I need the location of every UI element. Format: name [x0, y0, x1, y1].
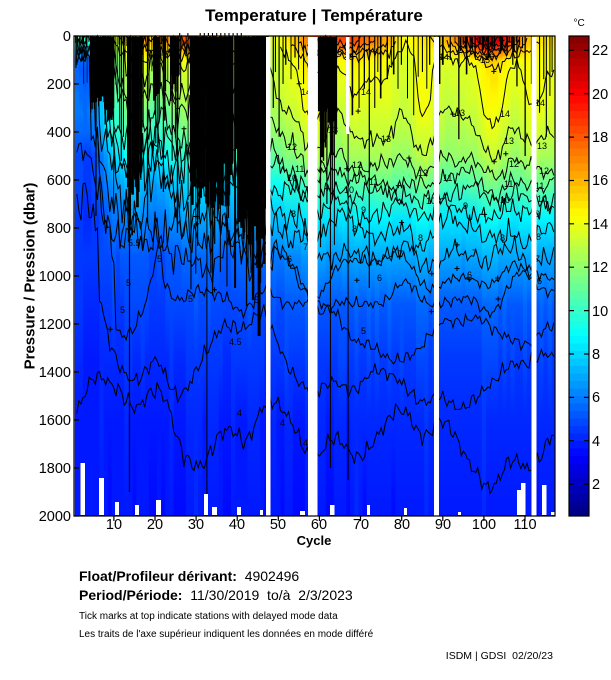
- svg-text:ISDM | GDSI 02/20/23: ISDM | GDSI 02/20/23: [446, 650, 553, 662]
- svg-text:4: 4: [303, 438, 308, 448]
- svg-text:1200: 1200: [39, 317, 71, 333]
- svg-text:5: 5: [188, 294, 193, 304]
- svg-text:Float/Profileur dérivant: 490: Float/Profileur dérivant: 4902496: [79, 568, 299, 584]
- svg-text:9: 9: [361, 205, 366, 215]
- svg-text:60: 60: [311, 517, 327, 533]
- svg-text:5: 5: [157, 254, 162, 264]
- svg-text:5: 5: [254, 295, 259, 305]
- svg-text:1800: 1800: [39, 461, 71, 477]
- svg-text:14: 14: [592, 217, 608, 233]
- svg-text:6: 6: [467, 270, 472, 280]
- svg-text:1400: 1400: [39, 365, 71, 381]
- svg-text:12: 12: [352, 160, 362, 170]
- svg-text:14: 14: [439, 52, 449, 62]
- svg-text:10: 10: [287, 173, 297, 183]
- svg-text:5: 5: [126, 278, 131, 288]
- svg-text:13: 13: [381, 134, 391, 144]
- svg-text:8: 8: [352, 224, 357, 234]
- svg-text:10: 10: [592, 304, 608, 320]
- svg-text:7: 7: [303, 242, 308, 252]
- svg-text:10: 10: [500, 195, 510, 205]
- svg-text:Temperature | Température: Temperature | Température: [205, 6, 423, 25]
- svg-text:9: 9: [463, 201, 468, 211]
- svg-text:7: 7: [535, 254, 540, 264]
- svg-text:12: 12: [287, 142, 297, 152]
- svg-text:14: 14: [535, 98, 545, 108]
- svg-text:0: 0: [63, 29, 71, 45]
- svg-text:10: 10: [106, 517, 122, 533]
- svg-text:14: 14: [301, 87, 311, 97]
- svg-text:6: 6: [537, 276, 542, 286]
- svg-text:Tick marks at top indicate sta: Tick marks at top indicate stations with…: [79, 611, 338, 622]
- svg-text:110: 110: [513, 517, 536, 533]
- svg-text:12: 12: [539, 166, 549, 176]
- svg-text:14: 14: [500, 109, 510, 119]
- svg-text:80: 80: [394, 517, 410, 533]
- svg-text:1600: 1600: [39, 413, 71, 429]
- svg-text:16: 16: [332, 47, 342, 57]
- svg-text:7: 7: [472, 248, 477, 258]
- svg-text:1000: 1000: [39, 269, 71, 285]
- svg-text:100: 100: [472, 517, 496, 533]
- svg-text:90: 90: [435, 517, 451, 533]
- svg-text:8: 8: [418, 233, 423, 243]
- svg-text:11: 11: [504, 179, 513, 189]
- svg-text:600: 600: [47, 173, 71, 189]
- svg-text:8: 8: [500, 233, 505, 243]
- svg-text:6: 6: [592, 390, 600, 406]
- svg-text:13: 13: [328, 125, 338, 135]
- svg-text:Les traits de l'axe supérieur: Les traits de l'axe supérieur indiquent …: [79, 629, 374, 640]
- svg-text:4: 4: [280, 418, 285, 428]
- svg-text:200: 200: [47, 77, 71, 93]
- svg-text:4: 4: [237, 408, 242, 418]
- svg-text:7: 7: [398, 249, 403, 259]
- svg-text:10: 10: [537, 194, 547, 204]
- svg-text:40: 40: [229, 517, 245, 533]
- svg-text:13: 13: [455, 108, 465, 118]
- svg-text:70: 70: [353, 517, 369, 533]
- svg-text:°C: °C: [574, 18, 585, 29]
- svg-text:10: 10: [426, 196, 436, 206]
- svg-text:2: 2: [592, 477, 600, 493]
- svg-text:11: 11: [443, 173, 452, 183]
- svg-text:Period/Période: 11/30/2019 t: Period/Période: 11/30/2019 to/à 2/3/2023: [79, 587, 353, 603]
- svg-text:12: 12: [592, 260, 608, 276]
- svg-text:Pressure / Pression (dbar): Pressure / Pression (dbar): [22, 183, 39, 370]
- svg-text:22: 22: [592, 43, 608, 59]
- svg-text:18: 18: [592, 130, 608, 146]
- svg-text:13: 13: [504, 136, 514, 146]
- svg-text:11: 11: [295, 164, 304, 174]
- svg-text:4.5: 4.5: [229, 337, 242, 347]
- svg-text:15: 15: [480, 55, 490, 65]
- svg-text:12: 12: [418, 168, 428, 178]
- svg-text:13: 13: [537, 141, 547, 151]
- svg-text:30: 30: [188, 517, 204, 533]
- svg-text:6: 6: [377, 273, 382, 283]
- svg-text:10: 10: [344, 185, 354, 195]
- svg-text:11: 11: [369, 177, 378, 187]
- svg-text:8: 8: [592, 347, 600, 363]
- svg-text:8: 8: [291, 209, 296, 219]
- svg-text:11: 11: [535, 181, 544, 191]
- svg-text:20: 20: [147, 517, 163, 533]
- svg-text:16: 16: [484, 52, 494, 62]
- svg-text:16: 16: [592, 173, 608, 189]
- svg-text:50: 50: [270, 517, 286, 533]
- svg-text:8: 8: [536, 232, 541, 242]
- svg-text:20: 20: [592, 87, 608, 103]
- svg-text:5: 5: [120, 305, 125, 315]
- svg-text:800: 800: [47, 221, 71, 237]
- svg-text:2000: 2000: [39, 509, 71, 525]
- svg-text:12: 12: [509, 159, 519, 169]
- svg-text:14: 14: [361, 87, 371, 97]
- svg-text:5: 5: [361, 326, 366, 336]
- svg-text:Cycle: Cycle: [297, 533, 332, 548]
- svg-text:6: 6: [287, 254, 292, 264]
- svg-text:400: 400: [47, 125, 71, 141]
- svg-text:5.5: 5.5: [128, 238, 141, 248]
- svg-text:4: 4: [592, 434, 600, 450]
- svg-text:9: 9: [535, 209, 540, 219]
